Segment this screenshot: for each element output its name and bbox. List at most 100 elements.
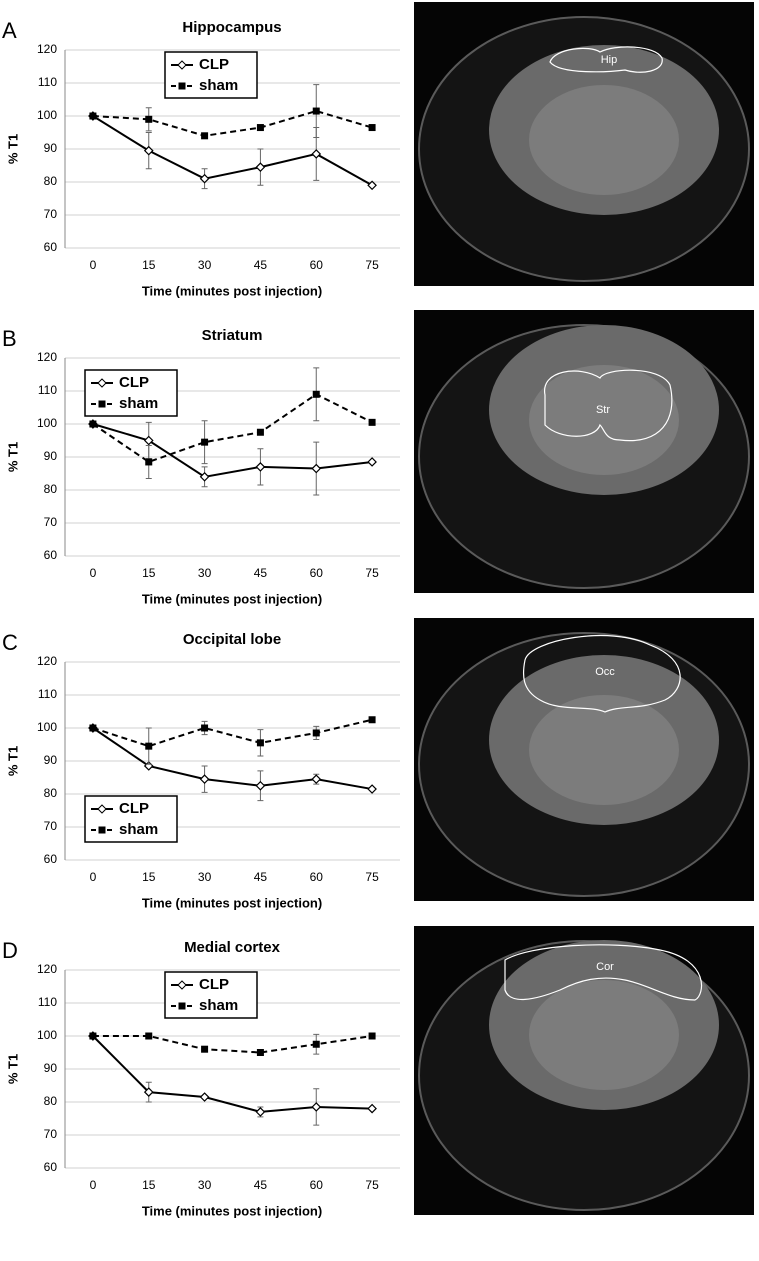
marker	[255, 1107, 266, 1117]
y-tick-label: 80	[44, 1094, 58, 1108]
x-tick-label: 0	[90, 1178, 97, 1192]
chart-title: Hippocampus	[182, 19, 281, 36]
series-line	[92, 1035, 373, 1113]
panel-letter: C	[2, 630, 18, 655]
marker	[367, 1103, 377, 1114]
x-tick-label: 75	[365, 1178, 379, 1192]
marker	[199, 471, 210, 482]
x-tick-label: 30	[198, 258, 212, 272]
marker	[145, 742, 153, 750]
legend: CLP sham	[84, 369, 178, 417]
series-line	[92, 1035, 373, 1054]
mri-image: Hip	[414, 2, 754, 286]
legend-box	[84, 795, 178, 843]
marker	[311, 1102, 322, 1112]
x-tick-label: 45	[254, 870, 268, 884]
marker	[311, 774, 322, 784]
marker	[143, 1087, 154, 1097]
legend-marker	[97, 804, 107, 814]
brain-inner	[529, 980, 679, 1090]
marker	[199, 1092, 210, 1102]
legend-box	[164, 971, 258, 1019]
roi-label: Hip	[601, 54, 618, 66]
panel: B Striatum Time (minutes post injection) % …	[2, 326, 400, 606]
y-axis-label: % T1	[5, 1054, 20, 1084]
legend-label: CLP	[199, 976, 229, 993]
x-tick-label: 15	[142, 258, 156, 272]
marker	[368, 716, 376, 724]
y-tick-label: 110	[38, 383, 57, 397]
marker	[145, 458, 153, 466]
y-tick-label: 110	[38, 687, 57, 701]
chart-title: Occipital lobe	[183, 631, 281, 648]
y-tick-label: 100	[37, 416, 57, 430]
x-tick-label: 15	[142, 870, 156, 884]
legend-label: CLP	[119, 800, 149, 817]
x-axis-label: Time (minutes post injection)	[142, 591, 322, 606]
legend-marker	[177, 60, 187, 70]
y-tick-label: 90	[44, 141, 58, 155]
legend-box	[164, 51, 258, 99]
x-tick-label: 45	[254, 258, 268, 272]
marker	[89, 724, 97, 732]
marker	[89, 1032, 97, 1040]
panel: C Occipital lobe Time (minutes post inject…	[2, 630, 400, 910]
y-tick-label: 60	[44, 240, 58, 254]
marker	[367, 784, 377, 794]
x-axis-label: Time (minutes post injection)	[142, 1203, 322, 1218]
y-tick-label: 60	[44, 548, 58, 562]
marker	[89, 112, 97, 120]
y-tick-label: 90	[44, 449, 58, 463]
y-tick-label: 120	[37, 350, 57, 364]
marker	[143, 145, 154, 156]
y-tick-label: 90	[44, 1061, 58, 1075]
legend-marker	[98, 826, 106, 834]
y-tick-label: 80	[44, 482, 58, 496]
marker	[368, 1032, 376, 1040]
chart-title: Striatum	[202, 327, 263, 344]
marker	[312, 107, 320, 115]
legend-label: sham	[199, 77, 238, 94]
x-tick-label: 75	[365, 566, 379, 580]
y-tick-label: 100	[37, 720, 57, 734]
y-axis-label: % T1	[5, 134, 20, 164]
roi-outline	[522, 635, 681, 713]
panel-letter: A	[2, 18, 17, 43]
series-line	[92, 110, 373, 137]
x-tick-label: 45	[254, 1178, 268, 1192]
y-tick-label: 70	[44, 1127, 58, 1141]
chart-title: Medial cortex	[184, 939, 281, 956]
mri-image: Occ	[414, 618, 754, 901]
series-line	[92, 423, 373, 478]
mri-image: Cor	[414, 926, 754, 1215]
panel: A Hippocampus Time (minutes post injection…	[2, 18, 400, 298]
roi-label: Occ	[595, 666, 615, 678]
x-tick-label: 0	[90, 566, 97, 580]
x-tick-label: 15	[142, 1178, 156, 1192]
legend-box	[84, 369, 178, 417]
marker	[256, 739, 264, 747]
y-tick-label: 80	[44, 174, 58, 188]
marker	[368, 418, 376, 426]
legend-marker	[178, 82, 186, 90]
marker	[256, 1049, 264, 1056]
legend-marker	[177, 980, 187, 990]
x-tick-label: 30	[198, 566, 212, 580]
y-tick-label: 120	[37, 962, 57, 976]
marker	[145, 115, 153, 123]
marker	[367, 457, 377, 467]
marker	[201, 438, 209, 446]
y-tick-label: 100	[37, 108, 57, 122]
legend-label: sham	[119, 821, 158, 838]
x-tick-label: 60	[310, 870, 324, 884]
marker	[368, 124, 376, 132]
y-tick-label: 60	[44, 1160, 58, 1174]
marker	[367, 180, 377, 191]
roi-outline	[504, 944, 702, 1001]
y-tick-label: 120	[37, 654, 57, 668]
x-tick-label: 60	[310, 566, 324, 580]
marker	[143, 435, 154, 446]
series-line	[92, 393, 373, 464]
marker	[312, 729, 320, 737]
legend-marker	[97, 378, 107, 388]
